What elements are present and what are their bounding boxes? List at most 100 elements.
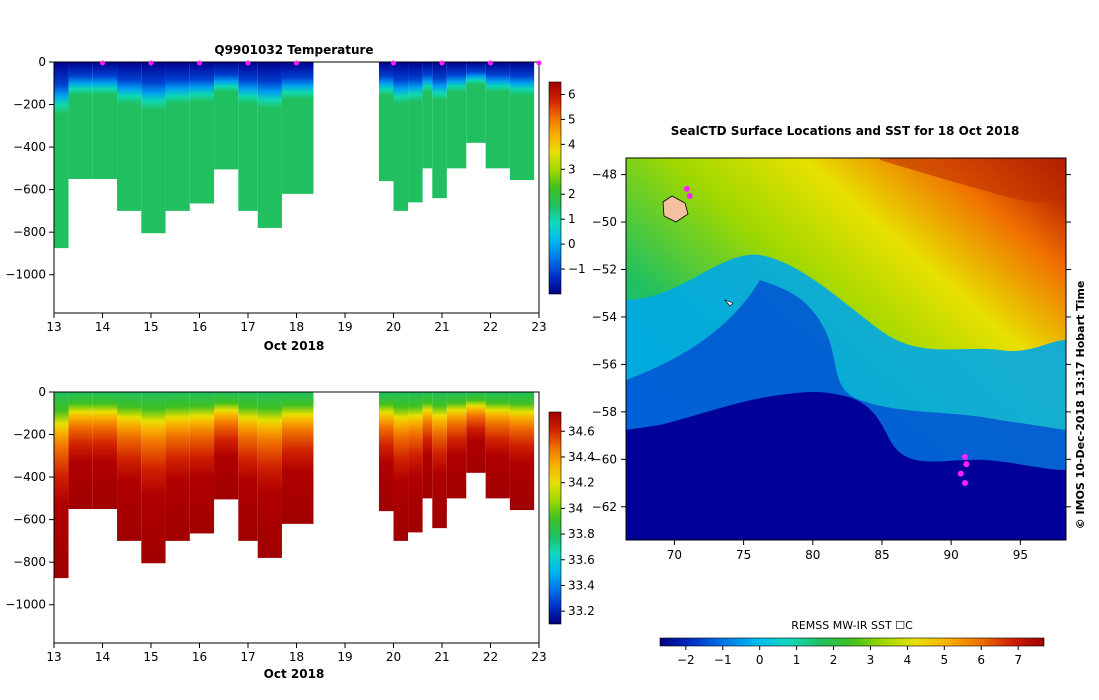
profile-column	[117, 392, 142, 541]
profile-column	[257, 62, 282, 228]
sst-colorbar-label: REMSS MW-IR SST ☐C	[791, 619, 913, 632]
map-y-tick-label: −48	[592, 168, 617, 182]
y-tick-label: −200	[13, 98, 46, 112]
profile-column	[141, 62, 166, 234]
profile-column	[485, 62, 510, 169]
profile-column	[214, 392, 239, 500]
profile-column	[466, 62, 486, 143]
sst-colorbar-tick-label: 3	[867, 653, 875, 667]
profile-column	[92, 62, 118, 179]
profile-column	[257, 392, 282, 558]
sst-colorbar-tick-label: 4	[904, 653, 912, 667]
colorbar-tick-label: 0	[568, 237, 576, 251]
profile-column	[509, 392, 535, 511]
x-tick-label: 22	[483, 650, 498, 664]
surface-marker	[245, 60, 251, 66]
map-x-tick-label: 95	[1013, 548, 1028, 562]
x-tick-label: 21	[434, 650, 449, 664]
map-y-tick-label: −50	[592, 215, 617, 229]
surface-marker	[100, 60, 105, 66]
x-tick-label: 18	[289, 320, 304, 334]
colorbar-tick-label: 34.6	[568, 424, 595, 438]
colorbar-tick-label: 33.6	[568, 553, 595, 567]
x-tick-label: 13	[46, 320, 61, 334]
y-tick-label: −600	[13, 513, 46, 527]
profile-column	[165, 392, 190, 541]
x-tick-label: 23	[531, 320, 546, 334]
map-x-tick-label: 85	[874, 548, 889, 562]
seal-location	[961, 480, 968, 487]
sst-colorbar-tick-label: 6	[977, 653, 985, 667]
seal-location	[686, 192, 693, 199]
colorbar-tick-label: 33.2	[568, 604, 595, 618]
temperature-title: Q9901032 Temperature	[214, 43, 373, 57]
x-tick-label: 23	[531, 650, 546, 664]
profile-column	[378, 62, 394, 182]
x-tick-label: 17	[240, 650, 255, 664]
map-x-tick-label: 70	[667, 548, 682, 562]
map-y-tick-label: −58	[592, 405, 617, 419]
profile-column	[141, 392, 166, 564]
profile-column	[214, 62, 239, 170]
y-tick-label: 0	[38, 55, 46, 69]
x-tick-label: 22	[483, 320, 498, 334]
x-tick-label: 16	[192, 650, 207, 664]
sst-colorbar-tick-label: 0	[756, 653, 764, 667]
map-y-tick-label: −52	[592, 263, 617, 277]
ice-zone	[626, 391, 1066, 540]
x-tick-label: 15	[143, 320, 158, 334]
colorbar-tick-label: 34	[568, 501, 583, 515]
x-tick-label: 21	[434, 320, 449, 334]
y-tick-label: −200	[13, 428, 46, 442]
map-frame	[625, 157, 1067, 541]
profile-column	[68, 62, 93, 179]
sst-colorbar-tick-label: −2	[677, 653, 695, 667]
y-tick-label: −400	[13, 140, 46, 154]
profile-column	[422, 62, 433, 169]
y-tick-label: 0	[38, 385, 46, 399]
seal-location	[683, 185, 690, 192]
seal-locations	[683, 185, 970, 487]
map-x-tick-label: 75	[736, 548, 751, 562]
colorbar-tick-label: 33.8	[568, 527, 595, 541]
profile-column	[117, 62, 142, 211]
profile-column	[92, 392, 118, 509]
x-tick-label: 14	[95, 320, 110, 334]
profile-column	[432, 62, 447, 199]
sst-colorbar-tick-label: 1	[793, 653, 801, 667]
profile-column	[393, 392, 409, 541]
salinity-colorbar	[548, 411, 562, 625]
y-tick-label: −800	[13, 555, 46, 569]
surface-marker	[488, 60, 493, 66]
surface-marker	[391, 60, 396, 66]
colorbar-tick-label: 33.4	[568, 578, 595, 592]
profile-column	[281, 62, 314, 194]
x-tick-label: 16	[192, 320, 207, 334]
surface-marker	[148, 60, 154, 66]
map-y-tick-label: −62	[592, 500, 617, 514]
credit-text: © IMOS 10-Dec-2018 13:17 Hobart Time	[1074, 281, 1087, 530]
surface-marker	[439, 60, 445, 66]
profile-column	[378, 392, 394, 512]
x-tick-label: 18	[289, 650, 304, 664]
map-x-tick-label: 80	[805, 548, 820, 562]
temperature-colorbar	[548, 81, 562, 295]
profile-column	[408, 392, 423, 533]
sst-colorbar	[659, 637, 1045, 647]
profile-column	[54, 392, 69, 579]
x-tick-label: 17	[240, 320, 255, 334]
seal-location	[957, 470, 964, 477]
map-y-tick-label: −54	[592, 310, 617, 324]
salinity-plot: 0 −200 −400 −600 −800 −1000 13 14 15 16 17 18 19 20 21…	[5, 385, 594, 664]
profile-column	[485, 392, 510, 499]
surface-marker	[197, 60, 202, 66]
profile-column	[189, 392, 215, 534]
x-tick-label: 20	[386, 650, 401, 664]
colorbar-tick-label: −1	[568, 262, 586, 276]
map-x-tick-label: 90	[944, 548, 959, 562]
heard-island	[724, 299, 734, 307]
sst-colorbar-tick-label: −1	[714, 653, 732, 667]
colorbar-tick-label: 3	[568, 162, 576, 176]
profile-column	[446, 62, 467, 169]
